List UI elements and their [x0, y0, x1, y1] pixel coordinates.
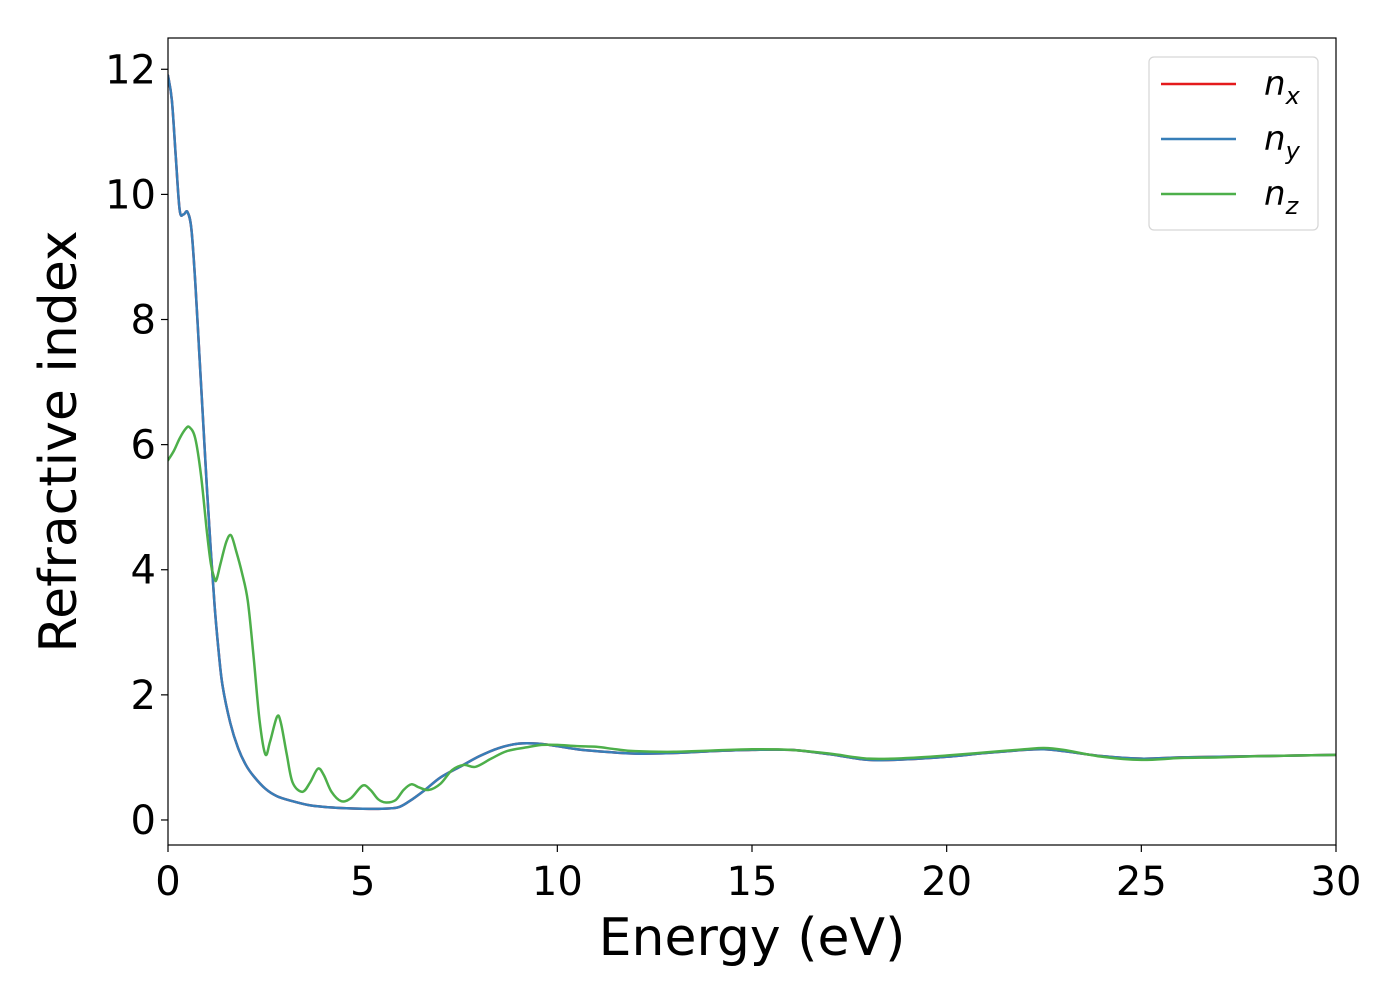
- y-tick-label: 6: [131, 423, 156, 469]
- x-axis: 0 5 10 15 20 25 30: [155, 845, 1361, 905]
- series-layer: [168, 74, 1336, 811]
- x-tick-label: 10: [532, 859, 583, 905]
- y-tick-label: 0: [131, 798, 156, 844]
- x-tick-label: 5: [350, 859, 375, 905]
- x-tick-label: 0: [155, 859, 180, 905]
- y-tick-label: 10: [105, 172, 156, 218]
- x-tick-label: 25: [1116, 859, 1167, 905]
- legend-label-y: ny: [1264, 119, 1301, 165]
- legend-label-z: nz: [1264, 174, 1300, 220]
- x-tick-label: 20: [921, 859, 972, 905]
- x-tick-label: 30: [1311, 859, 1362, 905]
- legend-label-x: nx: [1264, 64, 1301, 110]
- y-axis-title: Refractive index: [29, 230, 89, 652]
- y-axis: 0 2 4 6 8 10 12: [105, 47, 168, 844]
- legend-box: [1148, 56, 1319, 231]
- series-line-z: [168, 425, 1336, 804]
- y-tick-label: 8: [131, 298, 156, 344]
- y-tick-label: 4: [131, 548, 156, 594]
- y-tick-label: 12: [105, 47, 156, 93]
- y-tick-label: 2: [131, 673, 156, 719]
- x-axis-title: Energy (eV): [599, 908, 906, 968]
- x-tick-label: 15: [727, 859, 778, 905]
- legend: nx ny nz: [1148, 56, 1319, 231]
